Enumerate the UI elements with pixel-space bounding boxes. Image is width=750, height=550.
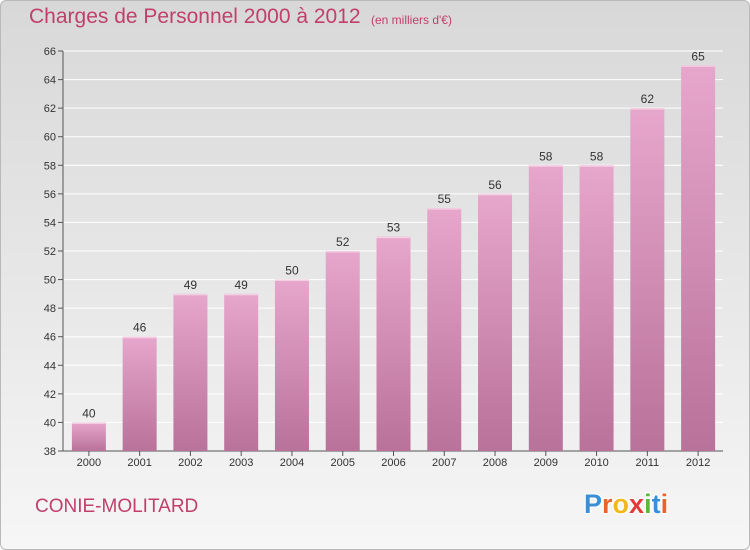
logo-letter: x <box>629 489 645 519</box>
bar-top-highlight <box>478 193 513 196</box>
y-tick-label: 64 <box>44 75 56 87</box>
x-tick-label-2002: 2002 <box>178 457 202 469</box>
y-tick-label: 54 <box>44 217 56 229</box>
x-tick-label-2010: 2010 <box>584 457 608 469</box>
y-tick-label: 66 <box>44 46 56 58</box>
y-tick-label: 56 <box>44 189 56 201</box>
value-label-2007: 55 <box>438 192 452 206</box>
value-label-2009: 58 <box>539 149 553 163</box>
logo-letter: r <box>602 489 613 519</box>
value-label-2004: 50 <box>285 264 299 278</box>
value-label-2012: 65 <box>691 49 705 63</box>
bar-2007 <box>427 208 462 451</box>
x-tick-label-2001: 2001 <box>127 457 151 469</box>
bar-top-highlight <box>122 336 157 339</box>
y-tick-label: 38 <box>44 446 56 458</box>
y-tick-labels: 38 40 42 44 46 48 50 52 54 56 58 60 62 64 66 <box>44 46 56 458</box>
x-tick-label-2005: 2005 <box>330 457 354 469</box>
y-tick-label: 44 <box>44 360 56 372</box>
bar-2004 <box>274 279 309 451</box>
bar-2001 <box>122 336 157 451</box>
bar-2009 <box>528 165 563 452</box>
bar-2000 <box>71 422 106 451</box>
value-label-2011: 62 <box>641 92 655 106</box>
y-tick-label: 40 <box>44 417 56 429</box>
x-tick-labels: 2000 2001 2002 2003 2004 2005 2006 2007 2008 2009… <box>77 457 711 469</box>
y-tick-label: 48 <box>44 303 56 315</box>
y-tick-label: 42 <box>44 389 56 401</box>
x-tick-label-2003: 2003 <box>229 457 253 469</box>
bar-2011 <box>630 108 665 452</box>
y-tick-label: 52 <box>44 246 56 258</box>
x-tick-label-2011: 2011 <box>636 457 660 469</box>
logo-letter: P <box>584 489 603 519</box>
bar-top-highlight <box>274 279 309 282</box>
x-tick-label-2004: 2004 <box>280 457 304 469</box>
x-tick-label-2000: 2000 <box>77 457 101 469</box>
bars <box>71 65 716 452</box>
chart-subtitle: (en milliers d'€) <box>371 13 452 27</box>
bar-top-highlight <box>173 293 208 296</box>
y-tick-label: 50 <box>44 275 56 287</box>
bar-2003 <box>224 293 259 451</box>
bar-2008 <box>478 193 513 451</box>
x-tick-label-2007: 2007 <box>432 457 456 469</box>
logo-letter: i <box>660 489 669 519</box>
bar-2002 <box>173 293 208 451</box>
value-label-2010: 58 <box>590 149 604 163</box>
value-label-2005: 52 <box>336 235 350 249</box>
y-tick-label: 58 <box>44 160 56 172</box>
x-tick-label-2006: 2006 <box>381 457 405 469</box>
commune-name: CONIE-MOLITARD <box>35 496 199 517</box>
chart-title: Charges de Personnel 2000 à 2012 <box>29 5 361 28</box>
bar-top-highlight <box>325 251 360 253</box>
bar-top-highlight <box>630 108 665 110</box>
bar-top-highlight <box>579 165 614 167</box>
bar-2006 <box>376 236 411 451</box>
value-label-2001: 46 <box>133 321 147 335</box>
value-label-2000: 40 <box>82 406 96 420</box>
bar-top-highlight <box>528 165 563 167</box>
logo-letter: o <box>612 489 630 519</box>
x-tick-label-2008: 2008 <box>483 457 507 469</box>
x-tick-label-2009: 2009 <box>534 457 558 469</box>
bar-top-highlight <box>376 236 411 239</box>
value-labels: 40 46 49 49 50 52 53 55 56 58 58 62 65 <box>82 49 705 420</box>
bar-top-highlight <box>224 293 259 296</box>
bar-2005 <box>325 251 360 451</box>
bar-top-highlight <box>71 422 106 424</box>
value-label-2008: 56 <box>488 178 502 192</box>
bar-2010 <box>579 165 614 452</box>
x-tick-label-2012: 2012 <box>686 457 710 469</box>
value-label-2002: 49 <box>184 278 198 292</box>
y-tick-label: 62 <box>44 103 56 115</box>
bar-2012 <box>681 65 716 452</box>
y-tick-label: 46 <box>44 332 56 344</box>
logo-letter: t <box>651 489 661 519</box>
value-label-2006: 53 <box>387 221 401 235</box>
logo-letter: i <box>644 489 652 519</box>
y-tick-label: 60 <box>44 132 56 144</box>
bar-top-highlight <box>681 65 716 67</box>
value-label-2003: 49 <box>235 278 249 292</box>
bar-top-highlight <box>427 208 462 210</box>
proxiti-logo: Proxiti <box>584 489 668 520</box>
